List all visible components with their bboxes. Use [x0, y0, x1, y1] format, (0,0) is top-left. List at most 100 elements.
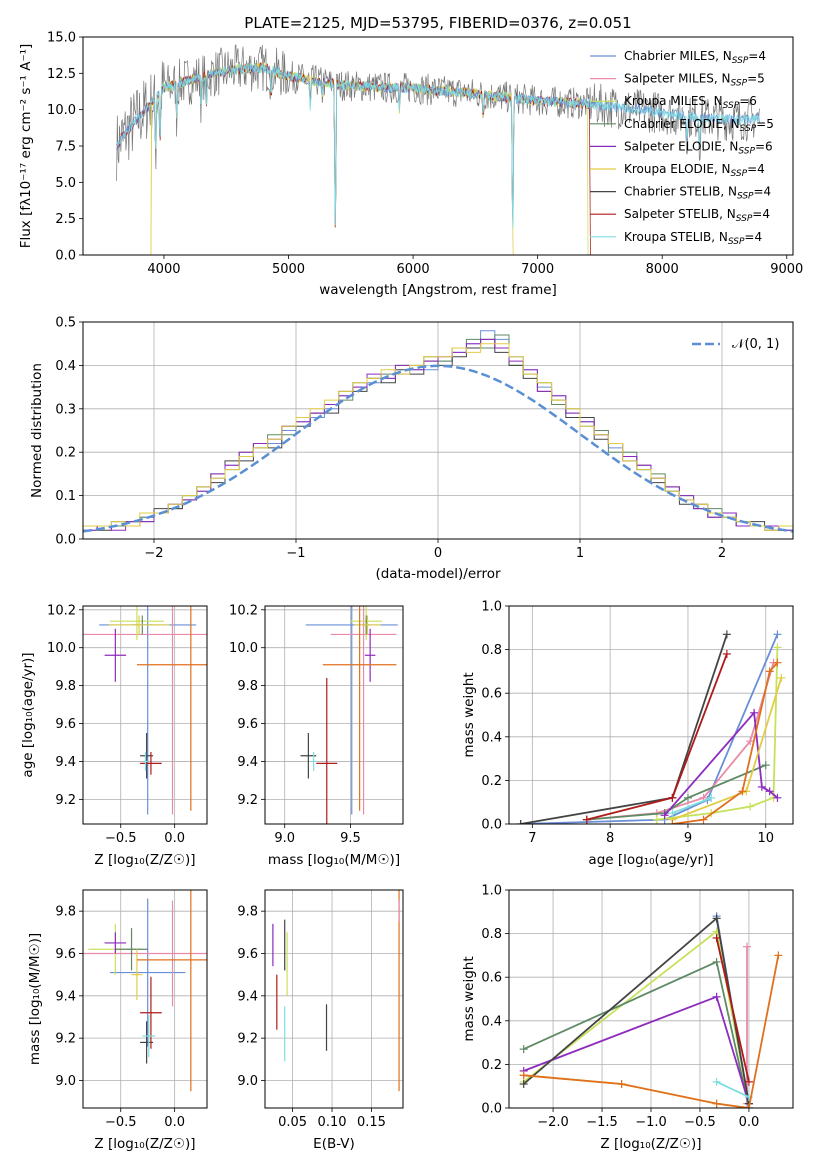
y-tick-label: 0.4 — [55, 359, 76, 374]
y-tick-label: 0.3 — [55, 402, 76, 417]
y-tick-label: 9.6 — [55, 947, 76, 962]
y-tick-label: 9.0 — [55, 1074, 76, 1089]
y-tick-label: 9.6 — [237, 947, 258, 962]
y-tick-label: 7.5 — [55, 140, 76, 155]
mass_weight_vs_Z-plot-area — [519, 912, 783, 1108]
x-axis-label: Z [log₁₀(Z/Z☉)] — [94, 852, 195, 868]
x-tick-label: 0.10 — [318, 1115, 347, 1130]
y-tick-label: 0.4 — [481, 730, 502, 745]
x-tick-label: −0.5 — [105, 1115, 137, 1130]
y-axis-label: Normed distribution — [29, 363, 45, 498]
y-tick-label: 10.0 — [47, 103, 76, 118]
y-tick-label: 9.0 — [237, 1074, 258, 1089]
x-tick-label: 9 — [684, 831, 692, 846]
x-tick-label: 7000 — [521, 262, 554, 277]
age_vs_mass-plot-area — [300, 606, 398, 824]
mass-weight-series — [672, 796, 712, 814]
x-tick-label: −1 — [286, 546, 305, 561]
y-tick-label: 0.4 — [481, 1014, 502, 1029]
y-tick-label: 1.0 — [481, 884, 502, 899]
x-tick-label: 0.15 — [357, 1115, 386, 1130]
legend-entry: Salpeter MILES, NSSP=5 — [624, 72, 765, 89]
y-tick-label: 0.6 — [481, 971, 502, 986]
y-tick-label: 9.8 — [237, 679, 258, 694]
x-axis-label: (data-model)/error — [375, 566, 501, 582]
x-tick-label: 0.0 — [164, 831, 185, 846]
mass_vs_Z-frame — [82, 889, 208, 1109]
y-tick-label: 9.2 — [237, 1032, 258, 1047]
y-tick-label: 5.0 — [55, 176, 76, 191]
y-tick-label: 10.0 — [47, 641, 76, 656]
legend-entry: Salpeter STELIB, NSSP=4 — [624, 207, 770, 224]
y-tick-label: 15.0 — [47, 31, 76, 46]
age_vs_mass-frame — [264, 605, 404, 825]
y-tick-label: 9.8 — [237, 905, 258, 920]
x-tick-label: −2.0 — [537, 1115, 569, 1130]
legend-entry: Salpeter ELODIE, NSSP=6 — [624, 139, 773, 156]
x-tick-label: 6000 — [397, 262, 430, 277]
mass_vs_Z-plot-area — [83, 890, 207, 1092]
x-tick-label: 8000 — [646, 262, 679, 277]
y-tick-label: 1.0 — [481, 600, 502, 615]
x-tick-label: −1.0 — [635, 1115, 667, 1130]
spectrum-legend: Chabrier MILES, NSSP=4 Salpeter MILES, NS… — [590, 49, 774, 247]
legend-entry: Chabrier STELIB, NSSP=4 — [624, 185, 771, 202]
x-tick-label: 9000 — [770, 262, 803, 277]
y-tick-label: 0.0 — [55, 249, 76, 264]
histogram-series — [83, 343, 793, 531]
y-tick-label: 10.0 — [229, 641, 258, 656]
mass_vs_ebv-frame — [264, 889, 404, 1109]
spectrum-data-line — [116, 44, 760, 205]
axes-spectrum: 4000 5000 6000 7000 8000 9000 0.0 2.5 5.0 7.5 10.0… — [47, 31, 803, 278]
legend-entry: Kroupa MILES, NSSP=6 — [624, 94, 757, 111]
y-tick-label: 0.0 — [481, 818, 502, 833]
x-tick-label: 9.0 — [274, 831, 295, 846]
x-tick-label: −0.5 — [105, 831, 137, 846]
y-axis-label: mass weight — [461, 672, 477, 757]
spectrum-plot-area — [116, 44, 760, 255]
y-tick-label: 9.4 — [55, 989, 76, 1004]
y-tick-label: 0.2 — [481, 774, 502, 789]
y-tick-label: 9.4 — [55, 755, 76, 770]
normal-curve — [83, 364, 793, 533]
figure-title: PLATE=2125, MJD=53795, FIBERID=0376, z=0… — [244, 14, 631, 32]
age_vs_Z-frame — [82, 605, 208, 825]
y-tick-label: 0.0 — [55, 533, 76, 548]
mass_vs_ebv-plot-area — [272, 890, 400, 1092]
x-axis-label: Z [log₁₀(Z/Z☉)] — [600, 1136, 701, 1152]
legend-entry: Kroupa ELODIE, NSSP=4 — [624, 162, 765, 179]
axes-age_vs_mass: 9.0 9.5 9.2 9.4 9.6 9.8 10.0 10.2 — [229, 603, 403, 846]
axes-mass_vs_Z: −0.5 0.0 9.0 9.2 9.4 9.6 9.8 — [55, 890, 207, 1130]
x-tick-label: 1 — [576, 546, 584, 561]
legend-entry: Chabrier ELODIE, NSSP=5 — [624, 117, 774, 134]
y-tick-label: 9.8 — [55, 905, 76, 920]
mass_weight_vs_Z-frame — [508, 889, 794, 1109]
x-tick-label: 0.0 — [739, 1115, 760, 1130]
y-tick-label: 2.5 — [55, 212, 76, 227]
y-tick-label: 0.8 — [481, 927, 502, 942]
hist-frame — [82, 321, 794, 540]
x-axis-label: mass [log₁₀(M/M☉)] — [268, 852, 400, 868]
y-tick-label: 9.2 — [237, 793, 258, 808]
y-tick-label: 9.6 — [237, 717, 258, 732]
y-tick-label: 0.8 — [481, 643, 502, 658]
y-tick-label: 0.6 — [481, 687, 502, 702]
y-tick-label: 10.2 — [229, 603, 258, 618]
y-tick-label: 0.0 — [481, 1102, 502, 1117]
x-tick-label: 0.05 — [278, 1115, 307, 1130]
x-tick-label: 0 — [434, 546, 442, 561]
x-tick-label: −1.5 — [586, 1115, 618, 1130]
hist-plot-area — [83, 330, 793, 533]
y-tick-label: 0.5 — [55, 316, 76, 331]
axes-mass_weight_vs_age: 7 8 9 10 0.0 0.2 0.4 0.6 0.8 1.0 — [481, 600, 793, 846]
y-tick-label: 9.4 — [237, 755, 258, 770]
legend-entry: Kroupa STELIB, NSSP=4 — [624, 230, 762, 247]
x-axis-label: age [log₁₀(age/yr)] — [588, 852, 713, 868]
y-tick-label: 9.2 — [55, 793, 76, 808]
x-tick-label: 10 — [757, 831, 774, 846]
y-tick-label: 9.2 — [55, 1032, 76, 1047]
x-tick-label: −2 — [144, 546, 163, 561]
legend-entry: Chabrier MILES, NSSP=4 — [624, 49, 766, 66]
y-tick-label: 9.6 — [55, 717, 76, 732]
